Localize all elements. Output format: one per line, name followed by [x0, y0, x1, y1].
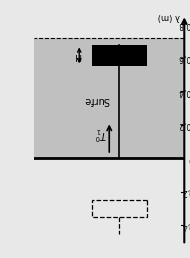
Text: -0,6: -0,6 [178, 53, 190, 62]
Text: H: H [75, 51, 82, 60]
Text: -0,2: -0,2 [178, 120, 190, 129]
Bar [92, 45, 147, 66]
Text: λ (m): λ (m) [158, 12, 180, 21]
Bar [92, 200, 147, 217]
Text: 0,4: 0,4 [181, 221, 190, 230]
Text: -0,8: -0,8 [178, 20, 190, 29]
Text: $T_1^0$: $T_1^0$ [94, 125, 107, 142]
Bar [34, 38, 184, 158]
Text: 0,2: 0,2 [181, 187, 190, 196]
Text: 0: 0 [188, 154, 190, 163]
Text: -0,4: -0,4 [178, 87, 190, 96]
Text: Surfe: Surfe [84, 95, 110, 105]
